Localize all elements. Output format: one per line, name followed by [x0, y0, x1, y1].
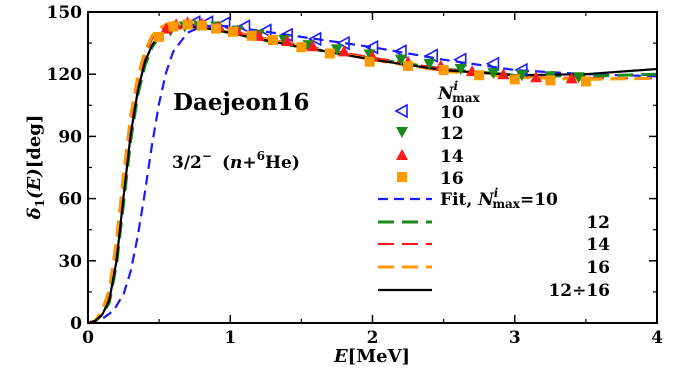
- marker-series-2-point: [530, 71, 543, 83]
- potential-annotation: Daejeon16: [173, 89, 310, 116]
- marker-series-1-point: [330, 44, 343, 56]
- legend-line-label-0: Fit, Ni max=10: [440, 186, 558, 211]
- curve-2: [87, 22, 657, 324]
- y-tick-label-5: 150: [47, 3, 83, 23]
- marker-series-3-point: [438, 65, 449, 76]
- legend-marker-3: [397, 172, 407, 182]
- legend-line-label-1: 12: [586, 213, 610, 233]
- x-tick-label-2: 2: [367, 328, 379, 348]
- marker-series-3-point: [364, 56, 375, 67]
- x-tick-label-4: 4: [651, 328, 663, 348]
- legend-label-0: 10: [440, 103, 464, 123]
- marker-series-3-point: [474, 70, 485, 81]
- legend-line-label-2: 14: [586, 235, 610, 255]
- marker-series-2-point: [338, 45, 351, 57]
- marker-series-3-point: [196, 20, 207, 31]
- x-tick-label-3: 3: [509, 328, 521, 348]
- marker-series-3-point: [403, 60, 414, 71]
- marker-series-3-point: [182, 19, 193, 30]
- data-markers: [154, 15, 591, 87]
- y-tick-labels: 0 30 60 90 120 150: [47, 3, 83, 334]
- plot-frame: [87, 11, 658, 324]
- curve-1: [87, 25, 658, 325]
- marker-series-3-point: [324, 48, 335, 59]
- marker-series-0-point: [236, 19, 251, 34]
- marker-series-2-point: [281, 35, 294, 47]
- legend-header: Ni max: [437, 79, 481, 105]
- marker-series-2-point: [565, 72, 578, 84]
- x-tick-label-0: 0: [82, 328, 94, 348]
- marker-series-3-point: [246, 30, 257, 41]
- marker-series-1-point: [394, 54, 407, 66]
- y-tick-label-2: 60: [58, 190, 82, 210]
- x-axis-label: E[MeV]: [333, 346, 410, 367]
- marker-series-3-point: [154, 31, 165, 42]
- marker-series-3-point: [168, 21, 179, 32]
- curve-0: [87, 24, 658, 325]
- legend-label-2: 14: [440, 147, 464, 167]
- curve-4: [87, 25, 658, 325]
- legend-line-label-4: 12÷16: [548, 281, 610, 301]
- marker-series-0-point: [424, 48, 439, 63]
- marker-series-1-point: [572, 72, 585, 84]
- marker-series-3-point: [509, 74, 520, 85]
- y-tick-label-3: 90: [58, 127, 82, 147]
- marker-series-3-point: [545, 75, 556, 86]
- marker-series-3-point: [228, 26, 239, 37]
- x-tick-label-1: 1: [224, 328, 236, 348]
- marker-series-0-point: [393, 44, 407, 59]
- marker-series-3-point: [211, 23, 222, 34]
- marker-series-2-point: [306, 40, 319, 52]
- legend-label-1: 12: [440, 124, 464, 144]
- legend-marker-2: [396, 149, 408, 160]
- marker-series-1-point: [423, 58, 436, 70]
- marker-series-3-point: [267, 34, 278, 45]
- marker-series-3-point: [296, 42, 307, 53]
- legend-line-label-3: 16: [586, 258, 610, 278]
- marker-series-1-point: [454, 64, 467, 76]
- marker-series-0-point: [258, 23, 272, 39]
- marker-series-0-point: [216, 16, 231, 31]
- legend-label-3: 16: [440, 169, 464, 189]
- marker-series-3-point: [580, 76, 591, 87]
- marker-series-0-point: [453, 52, 467, 68]
- x-tick-labels: 0 1 2 3 4: [82, 328, 663, 348]
- y-tick-label-4: 120: [47, 65, 83, 85]
- y-axis-label: δ1(E)[deg]: [24, 115, 47, 221]
- marker-series-1-point: [487, 68, 500, 80]
- y-tick-label-0: 0: [70, 314, 82, 334]
- y-tick-label-1: 30: [58, 252, 82, 272]
- marker-series-0-point: [336, 35, 350, 51]
- legend-marker-1: [396, 127, 408, 138]
- state-annotation: 3/2− (n+6He): [172, 149, 300, 173]
- marker-series-0-point: [485, 56, 500, 72]
- legend-marker-0: [394, 103, 408, 119]
- marker-series-0-point: [307, 31, 322, 47]
- marker-series-2-point: [497, 68, 510, 80]
- marker-series-1-point: [515, 70, 528, 82]
